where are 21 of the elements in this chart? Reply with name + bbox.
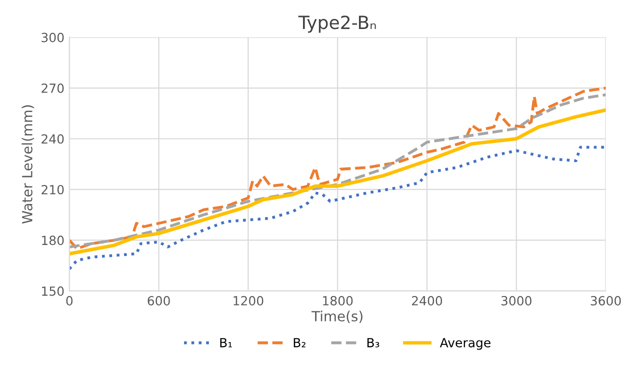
y-axis-title: Water Level(mm): [22, 105, 34, 224]
x-tick-label: 2400: [412, 296, 442, 306]
legend-label: B₂: [294, 338, 306, 348]
legend-label: B₁: [220, 338, 232, 348]
y-tick-label: 240: [42, 134, 64, 144]
y-tick-label: 300: [42, 32, 64, 42]
y-tick-label: 150: [42, 286, 64, 296]
y-tick-label: 270: [42, 84, 64, 93]
x-tick-label: 3000: [501, 296, 532, 306]
x-axis-title: Time(s): [312, 310, 362, 324]
x-tick-label: 3600: [590, 296, 621, 306]
x-tick-label: 1800: [323, 296, 353, 306]
y-tick-label: 210: [42, 184, 64, 194]
chart-title: Type2-Bₙ: [298, 16, 376, 33]
x-tick-label: 600: [148, 296, 170, 306]
x-tick-label: 1200: [234, 296, 264, 306]
line-series: [69, 146, 606, 270]
x-tick-label: 0: [66, 296, 73, 306]
legend-label: Average: [440, 338, 490, 350]
y-tick-label: 180: [42, 236, 64, 246]
legend-label: B₃: [367, 338, 380, 348]
